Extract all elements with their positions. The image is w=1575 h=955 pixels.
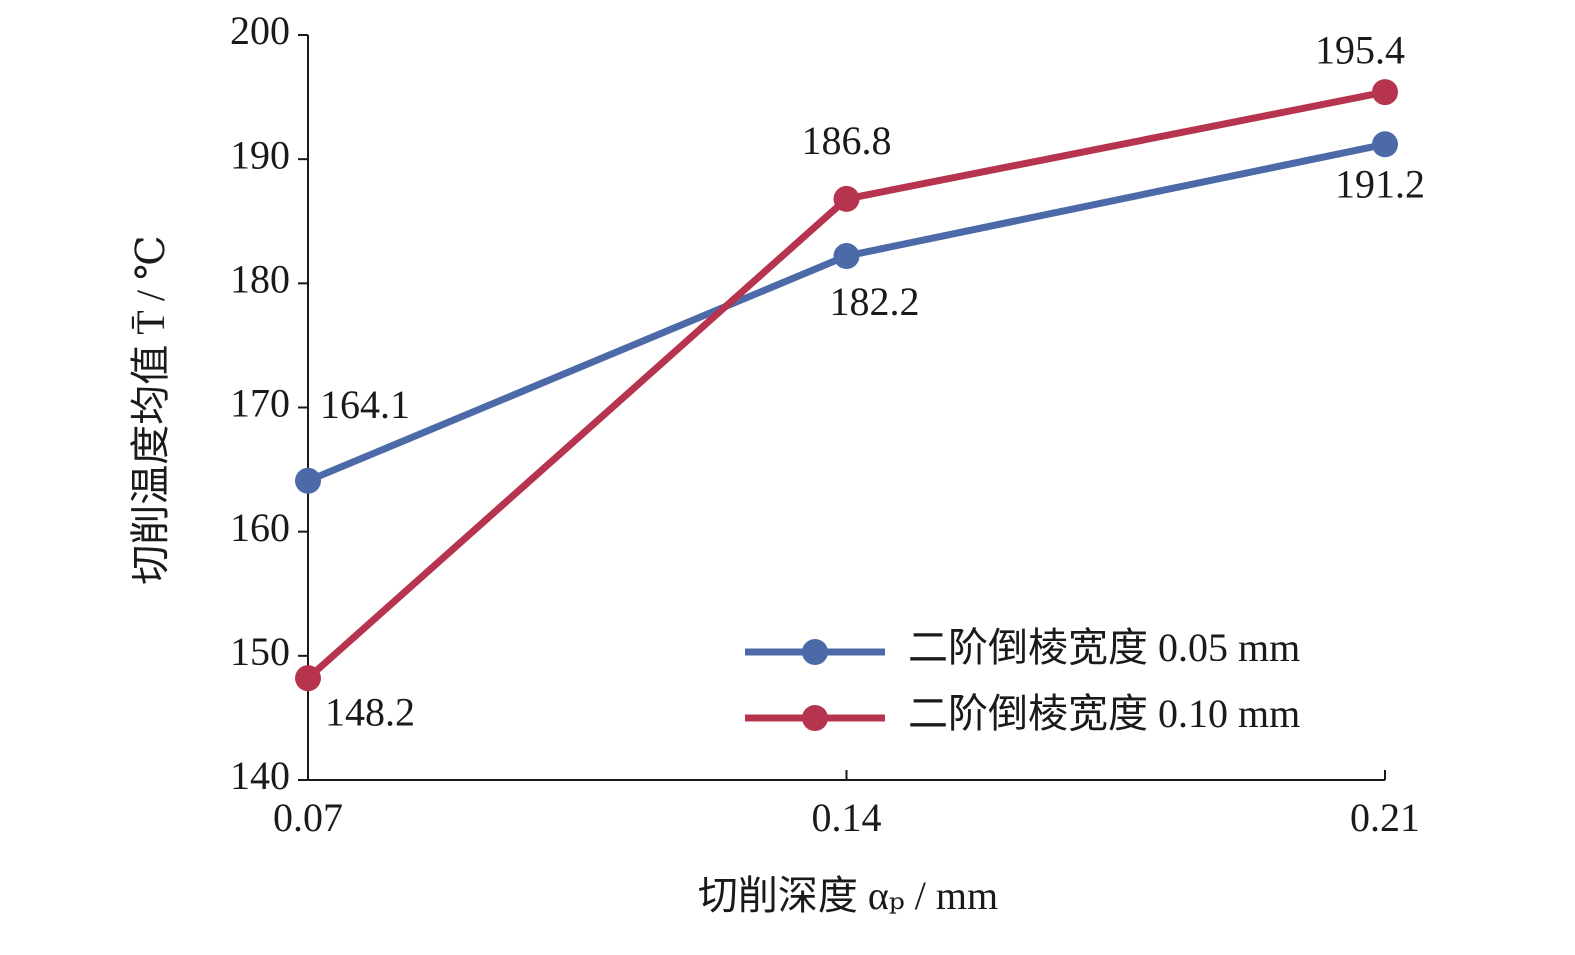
data-label: 186.8 [802, 118, 892, 163]
y-tick-label: 180 [230, 257, 290, 302]
marker [295, 467, 321, 494]
data-label: 195.4 [1315, 27, 1405, 72]
data-label: 164.1 [320, 382, 410, 427]
y-tick-label: 200 [230, 8, 290, 53]
legend-label: 二阶倒棱宽度 0.10 mm [908, 691, 1300, 736]
y-tick-label: 160 [230, 505, 290, 550]
x-tick-label: 0.07 [273, 795, 343, 840]
marker [833, 243, 860, 270]
x-tick-label: 0.21 [1350, 795, 1420, 840]
data-label: 148.2 [325, 689, 415, 734]
marker [295, 665, 321, 692]
data-label: 191.2 [1335, 161, 1425, 206]
marker [1372, 79, 1398, 106]
legend-label: 二阶倒棱宽度 0.05 mm [908, 625, 1300, 670]
y-tick-label: 170 [230, 381, 290, 426]
x-tick-label: 0.14 [812, 795, 882, 840]
x-axis-label: 切削深度 αₚ / mm [698, 873, 998, 918]
data-label: 182.2 [830, 279, 920, 324]
y-tick-label: 150 [230, 629, 290, 674]
y-axis-label: 切削温度均值 T̄ / ℃ [128, 235, 173, 585]
legend-marker [802, 705, 828, 731]
marker [1372, 131, 1398, 158]
y-tick-label: 190 [230, 132, 290, 177]
legend-marker [802, 639, 828, 665]
marker [833, 185, 860, 212]
y-tick-label: 140 [230, 753, 290, 798]
